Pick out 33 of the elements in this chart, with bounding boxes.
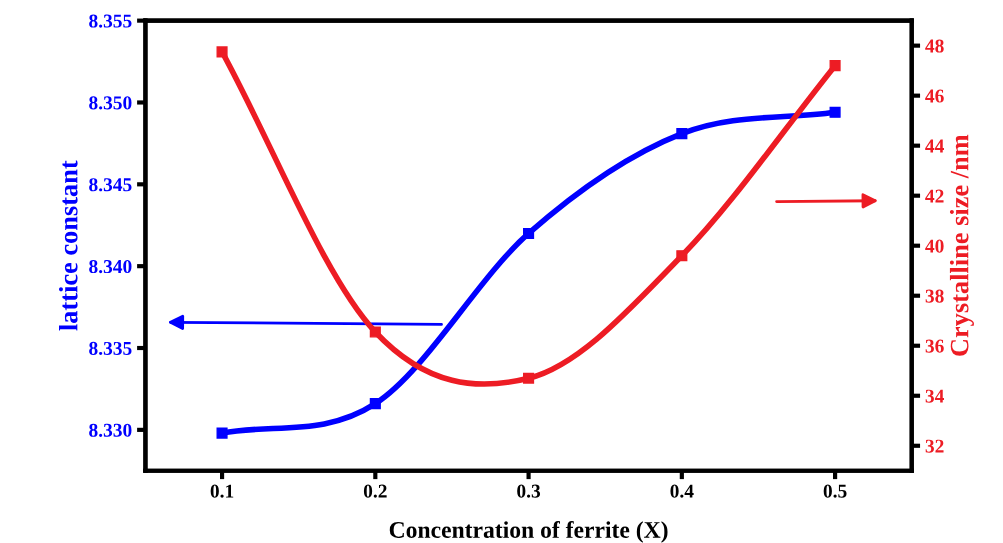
point: [523, 227, 535, 239]
y-tick-label: 8.345: [89, 178, 132, 192]
y2-tick-label: 40: [925, 239, 944, 253]
point: [216, 427, 228, 439]
point: [369, 398, 381, 410]
y-tick-label: 8.340: [89, 259, 132, 274]
x-tick-label: 0.3: [517, 484, 541, 498]
point: [676, 128, 688, 140]
point: [523, 372, 535, 384]
y2-tick-label: 44: [925, 139, 944, 153]
y2-tick-label: 36: [925, 339, 944, 353]
y-axis-title: lattice constant: [59, 160, 78, 331]
point: [216, 46, 228, 58]
y2-tick-label: 32: [925, 439, 944, 453]
y2-axis-title: Crystalline size /nm: [949, 134, 974, 356]
y2-tick-label: 42: [925, 189, 944, 203]
y-tick-label: 8.330: [89, 423, 132, 437]
y-tick-label: 8.355: [89, 14, 132, 28]
y-tick-label: 8.350: [89, 96, 132, 110]
point: [676, 250, 688, 262]
x-axis-title: Concentration of ferrite (X): [389, 521, 668, 543]
y2-tick-label: 34: [925, 389, 944, 403]
y2-tick-label: 46: [925, 89, 944, 103]
point: [829, 60, 841, 72]
x-tick-label: 0.4: [670, 484, 694, 498]
x-tick-label: 0.1: [210, 484, 234, 498]
y2-tick-label: 38: [925, 289, 944, 303]
point: [369, 326, 381, 338]
point: [829, 106, 841, 118]
y-tick-label: 8.335: [89, 341, 132, 356]
x-tick-label: 0.5: [823, 484, 847, 498]
x-tick-label: 0.2: [363, 484, 387, 498]
y2-tick-label: 48: [925, 39, 944, 53]
